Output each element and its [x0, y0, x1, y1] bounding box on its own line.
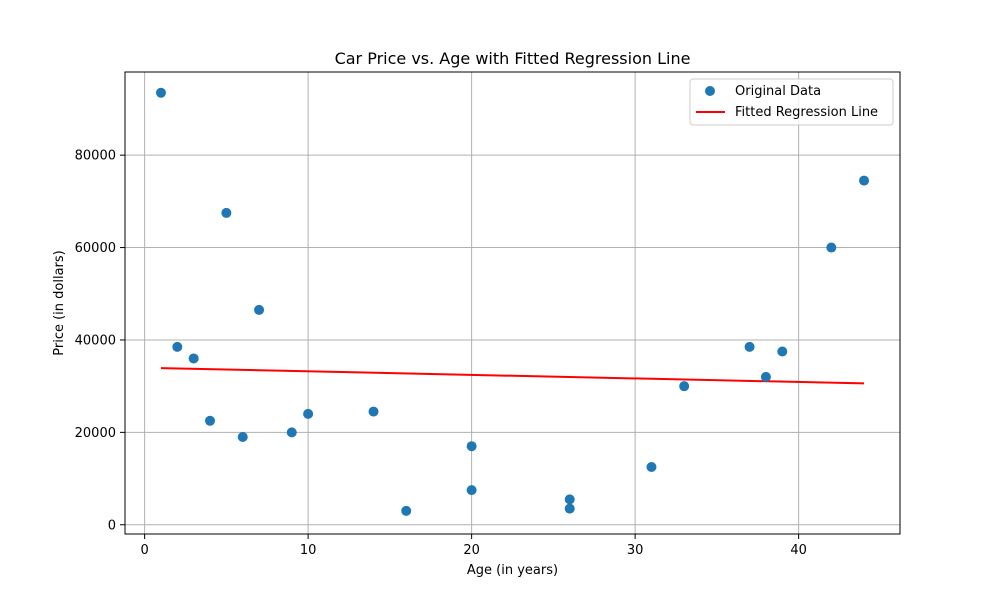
data-point	[777, 346, 788, 357]
data-point	[646, 462, 657, 473]
data-point	[564, 494, 575, 505]
y-tick-label: 60000	[75, 241, 116, 256]
data-point	[286, 427, 297, 438]
data-points	[155, 87, 870, 516]
y-tick-label: 20000	[75, 426, 116, 441]
x-tick-label: 20	[463, 543, 480, 558]
x-tick-label: 0	[140, 543, 148, 558]
data-point	[303, 408, 314, 419]
data-point	[172, 341, 183, 352]
plot-frame	[124, 71, 901, 535]
data-point	[205, 415, 216, 426]
data-point	[188, 353, 199, 364]
data-point	[826, 242, 837, 253]
regression-line-layer	[160, 367, 865, 385]
data-point	[859, 175, 870, 186]
x-tick-label: 30	[627, 543, 644, 558]
legend: Original Data Fitted Regression Line	[689, 78, 894, 126]
data-point	[679, 381, 690, 392]
y-axis-label: Price (in dollars)	[52, 250, 67, 356]
x-axis-ticks: 0 10 20 30 40	[140, 534, 807, 558]
data-point	[155, 87, 166, 98]
data-point	[744, 341, 755, 352]
regression-line	[160, 367, 865, 385]
grid-lines	[125, 72, 900, 534]
x-tick-label: 10	[300, 543, 317, 558]
y-tick-label: 40000	[75, 333, 116, 348]
y-tick-label: 80000	[75, 149, 116, 164]
y-axis-ticks: 0 20000 40000 60000 80000	[75, 149, 125, 533]
legend-label-original-data: Original Data	[735, 84, 821, 99]
data-point	[221, 207, 232, 218]
x-axis-label: Age (in years)	[467, 563, 558, 578]
data-point	[237, 431, 248, 442]
legend-box	[689, 78, 894, 126]
data-point	[368, 406, 379, 417]
data-point	[401, 505, 412, 516]
data-point	[466, 441, 477, 452]
legend-marker-original-data	[705, 86, 715, 96]
y-tick-label: 0	[108, 518, 116, 533]
data-point	[564, 503, 575, 514]
legend-label-regression-line: Fitted Regression Line	[735, 105, 878, 120]
chart-title: Car Price vs. Age with Fitted Regression…	[335, 49, 691, 68]
x-tick-label: 40	[790, 543, 807, 558]
data-point	[254, 304, 265, 315]
data-point	[466, 485, 477, 496]
data-point	[760, 371, 771, 382]
